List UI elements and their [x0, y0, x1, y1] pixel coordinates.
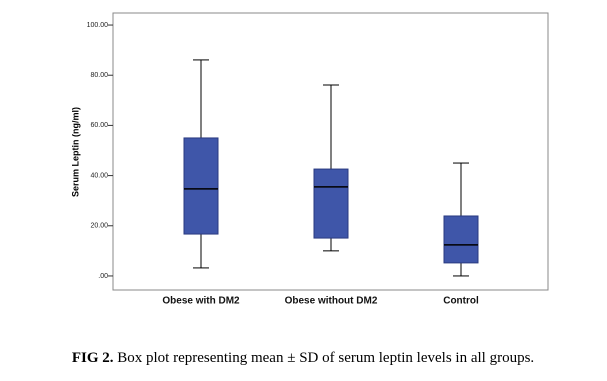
x-tick-label: Obese with DM2 [162, 296, 240, 307]
box [183, 137, 219, 235]
y-tick-label: 60.00 [90, 122, 108, 129]
x-tick-label: Control [443, 296, 479, 307]
box [443, 215, 479, 264]
y-axis-label: Serum Leptin (ng/ml) [70, 107, 80, 197]
caption: FIG 2. Box plot representing mean ± SD o… [72, 350, 534, 366]
caption-text: Box plot representing mean ± SD of serum… [117, 350, 534, 366]
y-tick-label: 40.00 [90, 172, 108, 179]
box [313, 168, 349, 239]
x-tick-label: Obese without DM2 [285, 296, 378, 307]
caption-label: FIG 2. [72, 350, 114, 366]
y-tick-label: 20.00 [90, 223, 108, 230]
y-tick-label: 100.00 [87, 22, 109, 29]
y-tick-label: 80.00 [90, 72, 108, 79]
y-tick-label: .00 [98, 273, 108, 280]
